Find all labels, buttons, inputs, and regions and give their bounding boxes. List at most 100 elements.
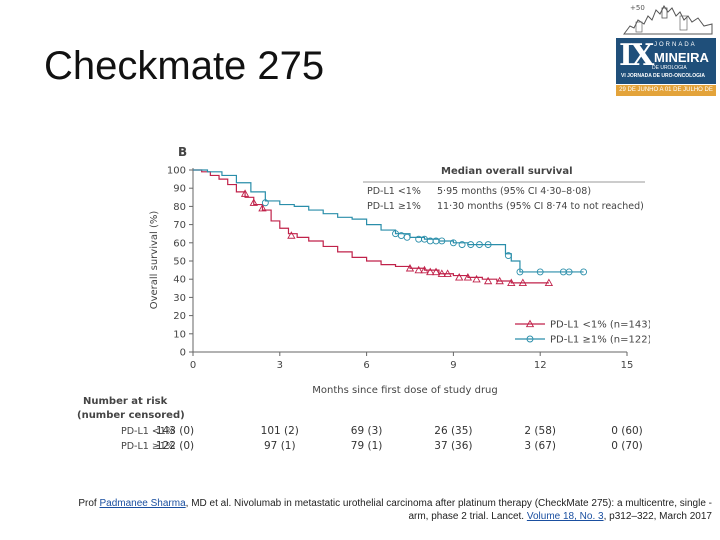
censor-mark-triangle bbox=[240, 189, 250, 197]
censor-mark-triangle bbox=[544, 278, 554, 287]
y-tick-label: 70 bbox=[173, 220, 186, 231]
logo-roman: IX bbox=[619, 38, 654, 73]
legend-label: PD-L1 ≥1% (n=122) bbox=[550, 335, 650, 346]
chart-axes: 0 10 20 30 40 50 60 70 80 90 100 0 3 6 9 12 15 bbox=[167, 166, 633, 372]
censor-mark-circle bbox=[458, 241, 466, 249]
censor-mark-triangle bbox=[525, 319, 535, 328]
censor-mark-triangle bbox=[420, 265, 429, 274]
median-row-group-1: PD-L1 <1% bbox=[367, 186, 421, 197]
median-survival-box: Median overall survival PD-L1 <1% 5·95 m… bbox=[363, 166, 645, 212]
risk-row-label: PD-L1 <1% bbox=[121, 426, 175, 437]
risk-value: 0 (60) bbox=[611, 425, 643, 437]
y-tick-label: 80 bbox=[173, 202, 186, 213]
censor-mark-circle bbox=[504, 252, 512, 259]
censor-mark-triangle bbox=[258, 203, 267, 212]
x-tick-label: 0 bbox=[190, 360, 196, 371]
conference-logo: +50 IX JORNADA MINEIRA DE UROLOGIA VI JO… bbox=[614, 2, 718, 104]
y-tick-label: 40 bbox=[173, 275, 186, 286]
censor-mark-triangle bbox=[483, 276, 493, 285]
censor-mark-circle bbox=[565, 268, 573, 276]
y-tick-label: 50 bbox=[173, 257, 186, 268]
risk-title-1: Number at risk bbox=[83, 396, 168, 407]
kaplan-meier-chart: B Overall survival (%) Months since firs… bbox=[77, 145, 650, 452]
slide-title: Checkmate 275 bbox=[44, 44, 325, 88]
censor-mark-triangle bbox=[495, 276, 504, 285]
author-link[interactable]: Padmanee Sharma bbox=[99, 498, 186, 509]
survival-line-1 bbox=[193, 169, 549, 284]
censor-mark-triangle bbox=[426, 267, 435, 276]
risk-value: 37 (36) bbox=[434, 440, 472, 452]
number-at-risk-table: Number at risk (number censored) PD-L1 <… bbox=[77, 396, 643, 452]
y-tick-label: 0 bbox=[180, 348, 186, 359]
censor-mark-triangle bbox=[472, 274, 481, 283]
censor-mark-circle bbox=[536, 268, 544, 276]
logo-line2: MINEIRA bbox=[654, 50, 709, 65]
logo-line3: DE UROLOGIA bbox=[652, 65, 687, 71]
logo-line4: VI JORNADA DE URO-ONCOLOGIA bbox=[621, 73, 705, 79]
censor-mark-circle bbox=[526, 335, 534, 343]
survival-figure: B Overall survival (%) Months since firs… bbox=[75, 140, 650, 465]
y-tick-label: 90 bbox=[173, 184, 186, 195]
panel-label: B bbox=[178, 145, 187, 159]
median-row-group-2: PD-L1 ≥1% bbox=[367, 201, 421, 212]
censor-mark-triangle bbox=[249, 198, 258, 206]
x-tick-label: 9 bbox=[450, 360, 456, 371]
citation-part3: , p312–322, March 2017 bbox=[603, 511, 712, 522]
risk-value: 143 (0) bbox=[156, 425, 194, 437]
risk-value: 26 (35) bbox=[434, 425, 472, 437]
x-tick-label: 15 bbox=[621, 360, 634, 371]
x-tick-label: 12 bbox=[534, 360, 547, 371]
risk-value: 69 (3) bbox=[351, 425, 383, 437]
censor-mark-triangle bbox=[414, 265, 423, 274]
y-tick-label: 20 bbox=[173, 311, 186, 322]
y-tick-label: 60 bbox=[173, 238, 186, 249]
median-heading: Median overall survival bbox=[441, 166, 573, 177]
censor-mark-triangle bbox=[431, 267, 441, 276]
censor-mark-circle bbox=[484, 241, 492, 249]
svg-text:+50: +50 bbox=[630, 4, 645, 12]
survival-line-2 bbox=[193, 169, 584, 273]
y-tick-label: 100 bbox=[167, 166, 186, 177]
censor-mark-triangle bbox=[287, 231, 296, 239]
risk-value: 79 (1) bbox=[351, 440, 383, 452]
censor-mark-triangle bbox=[507, 278, 516, 287]
median-row-text-2: 11·30 months (95% CI 8·74 to not reached… bbox=[437, 201, 644, 212]
x-axis-label: Months since first dose of study drug bbox=[312, 385, 498, 396]
censor-mark-circle bbox=[475, 241, 483, 249]
y-axis-label: Overall survival (%) bbox=[149, 211, 160, 310]
survival-curves bbox=[193, 169, 588, 287]
censor-mark-circle bbox=[403, 233, 411, 241]
x-tick-label: 6 bbox=[363, 360, 369, 371]
citation-part1: Prof bbox=[78, 498, 100, 509]
y-tick-label: 10 bbox=[173, 329, 186, 340]
censor-mark-triangle bbox=[518, 278, 528, 287]
censor-mark-circle bbox=[449, 239, 457, 247]
risk-value: 97 (1) bbox=[264, 440, 296, 452]
citation-part2: , MD et al. Nivolumab in metastatic urot… bbox=[185, 498, 712, 522]
median-row-text-1: 5·95 months (95% CI 4·30–8·08) bbox=[437, 186, 591, 197]
risk-value: 101 (2) bbox=[261, 425, 299, 437]
censor-mark-circle bbox=[516, 268, 524, 276]
risk-value: 122 (0) bbox=[156, 440, 194, 452]
censor-mark-triangle bbox=[443, 269, 452, 277]
risk-value: 0 (70) bbox=[611, 440, 643, 452]
logo-dates: 29 DE JUNHO A 01 DE JULHO DE 2017 bbox=[616, 85, 716, 104]
logo-line1: JORNADA bbox=[654, 42, 697, 48]
logo-badge: IX JORNADA MINEIRA DE UROLOGIA VI JORNAD… bbox=[616, 38, 716, 84]
citation: Prof Padmanee Sharma, MD et al. Nivoluma… bbox=[60, 497, 712, 523]
volume-link[interactable]: Volume 18, No. 3 bbox=[526, 511, 604, 522]
risk-title-2: (number censored) bbox=[77, 410, 185, 421]
x-tick-label: 3 bbox=[277, 360, 283, 371]
censor-mark-triangle bbox=[455, 273, 464, 281]
risk-row-label: PD-L1 ≥1% bbox=[121, 441, 175, 452]
censor-mark-circle bbox=[467, 241, 475, 249]
censor-mark-triangle bbox=[437, 269, 446, 277]
censor-mark-circle bbox=[261, 199, 269, 207]
town-illustration-icon: +50 bbox=[623, 4, 713, 35]
y-tick-label: 30 bbox=[173, 293, 186, 304]
censor-mark-circle bbox=[580, 268, 588, 276]
censor-mark-circle bbox=[438, 237, 446, 245]
censor-mark-triangle bbox=[405, 263, 415, 272]
legend-label: PD-L1 <1% (n=143) bbox=[550, 320, 650, 331]
risk-value: 2 (58) bbox=[524, 425, 556, 437]
